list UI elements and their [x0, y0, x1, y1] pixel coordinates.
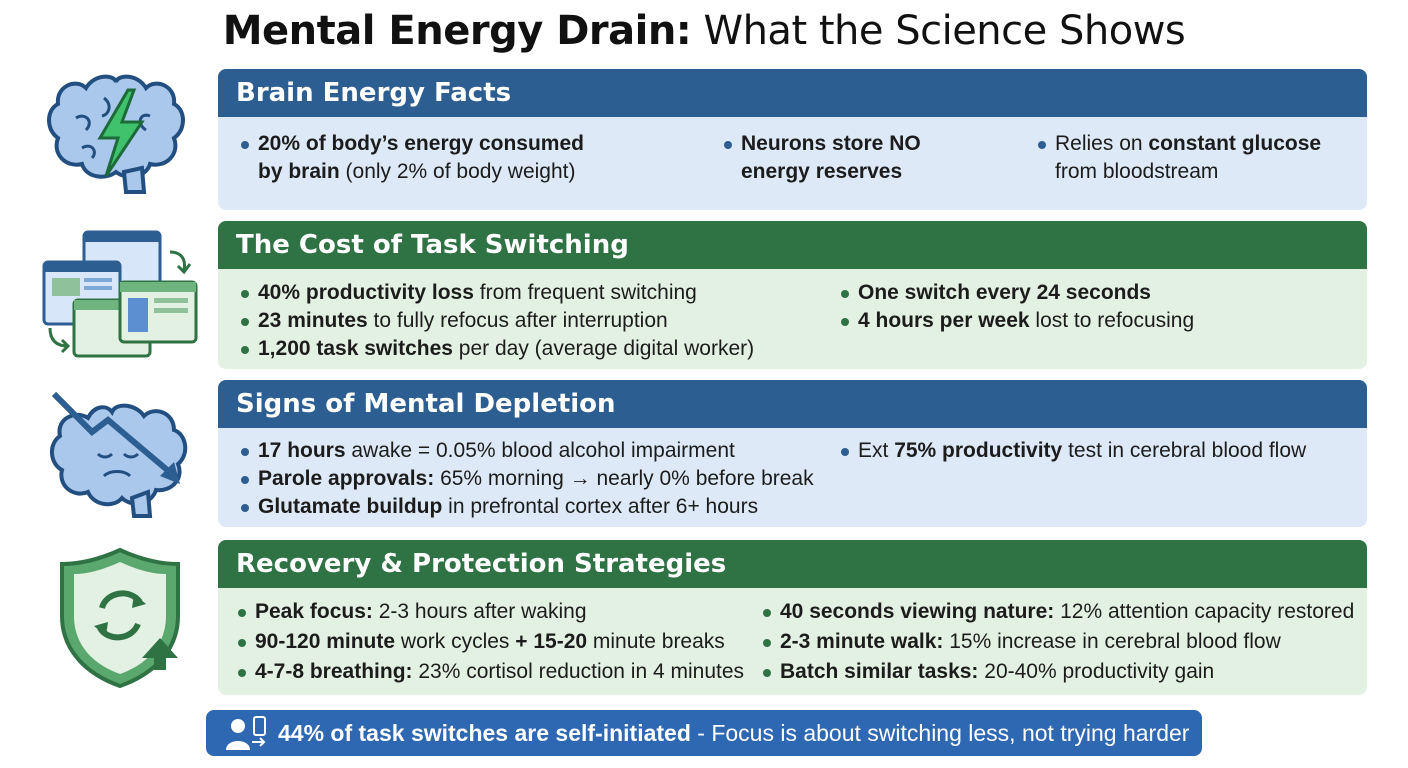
list-item: 1,200 task switches per day (average dig… [241, 335, 754, 363]
list-item: Parole approvals: 65% morning → nearly 0… [241, 465, 814, 493]
shield-refresh-icon [60, 547, 180, 689]
section-header: Signs of Mental Depletion [218, 380, 1367, 428]
list-item: 17 hours awake = 0.05% blood alcohol imp… [241, 437, 735, 465]
section-header: Brain Energy Facts [218, 69, 1367, 117]
list-item: Batch similar tasks: 20-40% productivity… [763, 658, 1214, 686]
list-item: 20% of body’s energy consumed by brain (o… [241, 130, 584, 186]
list-item: 40 seconds viewing nature: 12% attention… [763, 598, 1354, 626]
section-header: The Cost of Task Switching [218, 221, 1367, 269]
key-takeaway-banner: 44% of task switches are self-initiated … [206, 710, 1202, 756]
list-item: 23 minutes to fully refocus after interr… [241, 307, 668, 335]
section-brain-energy-facts: Brain Energy Facts 20% of body’s energy … [218, 69, 1367, 210]
list-item: 40% productivity loss from frequent swit… [241, 279, 697, 307]
tired-brain-icon [50, 391, 188, 518]
list-item: Peak focus: 2-3 hours after waking [238, 598, 587, 626]
list-item: 2-3 minute walk: 15% increase in cerebra… [763, 628, 1281, 656]
page-title: Mental Energy Drain: What the Science Sh… [222, 8, 1186, 54]
list-item: 4 hours per week lost to refocusing [841, 307, 1194, 335]
list-item: 90-120 minute work cycles + 15-20 minute… [238, 628, 725, 656]
list-item: Glutamate buildup in prefrontal cortex a… [241, 493, 758, 521]
list-item: 4-7-8 breathing: 23% cortisol reduction … [238, 658, 744, 686]
brain-lightning-icon [47, 74, 185, 194]
section-mental-depletion: Signs of Mental Depletion 17 hours awake… [218, 380, 1367, 527]
task-windows-icon [42, 230, 198, 358]
list-item: Relies on constant glucose from bloodstre… [1038, 130, 1321, 186]
list-item: Neurons store NO energy reserves [724, 130, 921, 186]
person-phone-icon [226, 716, 266, 750]
section-recovery-strategies: Recovery & Protection Strategies Peak fo… [218, 540, 1367, 695]
section-header: Recovery & Protection Strategies [218, 540, 1367, 588]
section-task-switching: The Cost of Task Switching 40% productiv… [218, 221, 1367, 369]
list-item: Ext 75% productivity test in cerebral bl… [841, 437, 1306, 465]
list-item: One switch every 24 seconds [841, 279, 1151, 307]
